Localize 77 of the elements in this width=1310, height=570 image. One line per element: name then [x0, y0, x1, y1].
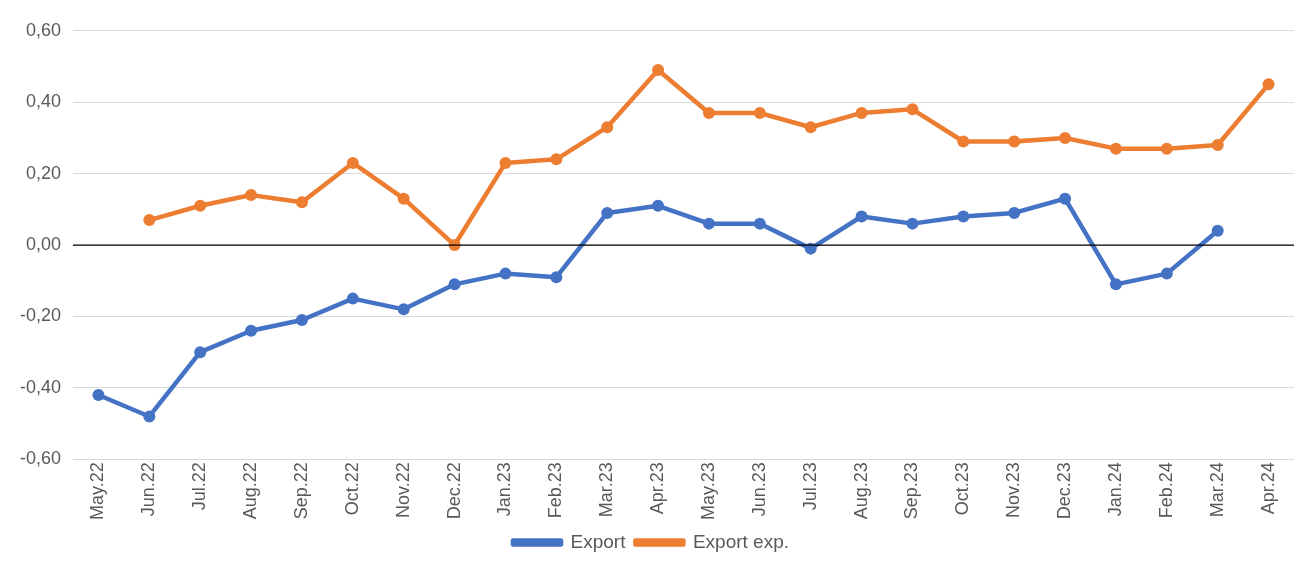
point	[1008, 206, 1021, 219]
point	[245, 324, 258, 337]
x-tick-label: Aug.22	[240, 462, 261, 520]
point	[397, 303, 410, 316]
x-tick-label: Jul.22	[189, 462, 210, 511]
point	[1211, 139, 1224, 152]
point	[1109, 278, 1122, 291]
x-tick-label: Jan.23	[494, 462, 515, 517]
x-tick-label: Nov.23	[1003, 462, 1024, 519]
x-tick-label: Oct.22	[341, 462, 362, 516]
y-tick-label: -0,20	[20, 305, 62, 326]
legend-label: Export	[570, 530, 627, 552]
x-tick-label: Aug.23	[850, 462, 871, 520]
point	[1160, 142, 1173, 155]
point	[601, 206, 614, 219]
point	[295, 314, 308, 327]
y-tick-label: -0,40	[20, 376, 62, 397]
y-tick-label: -0,60	[20, 448, 62, 469]
x-tick-label: Oct.23	[952, 462, 973, 516]
x-tick-label: Jan.24	[1104, 462, 1125, 517]
x-tick-label: Sep.23	[901, 462, 922, 520]
point	[652, 199, 665, 212]
point	[906, 217, 919, 230]
y-tick-label: 0,60	[25, 19, 62, 40]
point	[143, 214, 156, 227]
point	[1160, 267, 1173, 280]
x-tick-label: Feb.23	[545, 462, 566, 519]
x-tick-label: Jun.22	[138, 462, 159, 517]
legend-label: Export exp.	[692, 530, 790, 552]
point	[499, 267, 512, 280]
point	[753, 217, 766, 230]
point	[1211, 224, 1224, 237]
y-tick-label: 0,00	[25, 234, 62, 255]
point	[652, 64, 665, 77]
point	[448, 278, 461, 291]
point	[194, 199, 207, 212]
point	[702, 106, 715, 119]
point	[550, 153, 563, 166]
point	[1008, 135, 1021, 148]
point	[855, 106, 868, 119]
x-tick-label: Sep.22	[290, 462, 311, 520]
point	[957, 210, 970, 223]
point	[346, 156, 359, 169]
y-tick-label: 0,40	[25, 91, 62, 112]
point	[245, 189, 258, 202]
point	[499, 156, 512, 169]
x-tick-label: Jun.23	[748, 462, 769, 517]
x-tick-label: Apr.23	[647, 462, 668, 515]
x-tick-label: Nov.22	[392, 462, 413, 519]
x-tick-label: Mar.24	[1206, 462, 1227, 518]
point	[1059, 131, 1072, 144]
x-tick-label: Dec.23	[1054, 462, 1075, 520]
x-tick-label: Mar.23	[596, 462, 617, 518]
point	[1059, 192, 1072, 205]
x-tick-label: Feb.24	[1155, 462, 1176, 519]
x-tick-label: May.22	[87, 462, 108, 521]
point	[1262, 78, 1275, 91]
point	[194, 346, 207, 359]
point	[906, 103, 919, 116]
point	[601, 121, 614, 134]
x-tick-label: Apr.24	[1257, 462, 1278, 515]
point	[957, 135, 970, 148]
point	[92, 389, 105, 402]
point	[1109, 142, 1122, 155]
point	[702, 217, 715, 230]
point	[804, 121, 817, 134]
point	[753, 106, 766, 119]
point	[550, 271, 563, 284]
x-tick-label: May.23	[697, 462, 718, 521]
point	[855, 210, 868, 223]
point	[397, 192, 410, 205]
point	[295, 196, 308, 209]
point	[346, 292, 359, 305]
y-tick-label: 0,20	[25, 162, 62, 183]
point	[143, 410, 156, 423]
x-tick-label: Dec.22	[443, 462, 464, 520]
x-tick-label: Jul.23	[799, 462, 820, 511]
